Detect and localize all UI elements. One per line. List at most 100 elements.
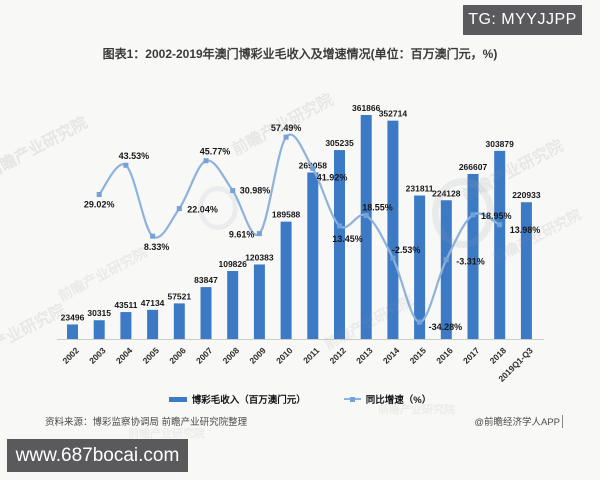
bar-2006 xyxy=(173,303,185,339)
bar-value-label-2014: 352714 xyxy=(379,109,408,119)
bar-2011 xyxy=(307,172,319,339)
bar-value-label-2005: 47134 xyxy=(141,298,165,308)
growth-marker-2005 xyxy=(150,233,156,239)
x-tick-2003: 2003 xyxy=(87,345,108,366)
bar-value-label-2009: 120383 xyxy=(245,252,274,262)
growth-value-label-2006: 22.04% xyxy=(187,205,218,215)
growth-marker-2004 xyxy=(123,162,129,168)
x-tick-2018: 2018 xyxy=(488,345,509,366)
bar-2012 xyxy=(334,150,345,339)
growth-marker-2012 xyxy=(337,223,342,229)
x-tick-2014: 2014 xyxy=(381,345,402,366)
bar-2010 xyxy=(280,221,292,339)
growth-value-label-2008: 30.98% xyxy=(240,186,271,196)
growth-marker-2003 xyxy=(96,191,102,197)
x-tick-2015: 2015 xyxy=(408,345,429,366)
bar-series-label: 博彩毛收入（百万澳门元） xyxy=(191,395,306,406)
growth-marker-2017 xyxy=(470,212,476,218)
growth-marker-2007 xyxy=(203,158,209,164)
x-tick-2005: 2005 xyxy=(141,345,162,366)
bar-2009 xyxy=(253,264,265,339)
x-tick-2007: 2007 xyxy=(194,345,215,366)
x-tick-2016: 2016 xyxy=(434,345,455,366)
growth-marker-2016 xyxy=(443,257,449,263)
chart-title: 图表1：2002-2019年澳门博彩业毛收入及增速情况(单位：百万澳门元，%) xyxy=(102,47,498,61)
bar-value-label-2016: 224128 xyxy=(432,188,461,198)
growth-marker-2013 xyxy=(363,213,369,219)
bar-2003 xyxy=(93,320,105,339)
growth-value-label-2003: 29.02% xyxy=(84,199,115,209)
x-tick-2008: 2008 xyxy=(221,345,242,366)
growth-value-label-2005: 8.33% xyxy=(144,242,170,252)
telegram-badge: TG: MYYJJPP xyxy=(463,5,582,35)
legend-item-growth: 同比增速（%） xyxy=(343,392,432,406)
legend: 博彩毛收入（百万澳门元） 同比增速（%） xyxy=(0,392,600,406)
legend-item-revenue: 博彩毛收入（百万澳门元） xyxy=(168,392,306,406)
growth-marker-2010 xyxy=(283,134,289,140)
bar-2017 xyxy=(467,173,479,339)
bar-2019Q1-Q3 xyxy=(520,202,532,339)
x-tick-2002: 2002 xyxy=(60,345,81,366)
bar-value-label-2008: 109826 xyxy=(219,259,248,269)
growth-value-label-2018: 13.98% xyxy=(510,225,541,235)
growth-value-label-2017: 18.95% xyxy=(481,211,512,221)
growth-value-label-2010: 57.49% xyxy=(271,123,302,133)
bar-2015 xyxy=(414,195,426,339)
bar-2014 xyxy=(387,120,399,339)
bar-value-label-2019Q1-Q3: 220933 xyxy=(512,190,541,200)
x-tick-2009: 2009 xyxy=(247,345,268,366)
bar-2018 xyxy=(494,150,506,339)
x-tick-2006: 2006 xyxy=(167,345,188,366)
x-tick-2013: 2013 xyxy=(354,345,375,366)
growth-value-label-2007: 45.77% xyxy=(200,147,231,157)
bar-series-swatch-icon xyxy=(168,396,187,402)
bar-2002 xyxy=(67,324,78,339)
bar-value-label-2011: 269058 xyxy=(299,160,328,170)
growth-value-label-2015: -34.28% xyxy=(429,322,463,332)
growth-value-label-2013: 18.55% xyxy=(362,203,393,213)
credit: @前瞻经济学人APP xyxy=(474,417,560,428)
bar-2013 xyxy=(360,115,372,339)
growth-line xyxy=(98,133,501,324)
bar-value-label-2017: 266607 xyxy=(459,162,488,172)
bar-value-label-2018: 303879 xyxy=(486,139,515,149)
growth-marker-2009 xyxy=(256,231,262,237)
footer-row: 资料来源：博彩监察协调局 前瞻产业研究院整理 @前瞻经济学人APP xyxy=(45,414,563,428)
website-badge: www.687bocai.com xyxy=(7,439,188,472)
bar-value-label-2013: 361866 xyxy=(352,103,381,113)
bar-2016 xyxy=(440,200,452,339)
bar-value-label-2003: 30315 xyxy=(87,308,111,318)
bar-2005 xyxy=(147,309,159,339)
bar-2004 xyxy=(120,312,132,339)
credit-wrap: @前瞻经济学人APP xyxy=(474,414,563,428)
bar-value-label-2007: 83847 xyxy=(194,275,218,285)
x-tick-2011: 2011 xyxy=(301,345,321,365)
bar-value-label-2015: 231811 xyxy=(406,184,434,194)
bar-value-label-2012: 305235 xyxy=(325,138,354,148)
growth-value-label-2009: 9.61% xyxy=(229,230,255,240)
growth-marker-2018 xyxy=(497,222,503,228)
growth-value-label-2014: -2.53% xyxy=(392,245,421,255)
growth-marker-2015 xyxy=(417,319,423,325)
data-source: 资料来源：博彩监察协调局 前瞻产业研究院整理 xyxy=(45,417,248,428)
growth-value-label-2012: 13.45% xyxy=(332,234,363,244)
bar-2008 xyxy=(227,271,239,339)
bar-2007 xyxy=(200,287,212,339)
growth-marker-2006 xyxy=(176,206,182,212)
growth-value-label-2011: 41.92% xyxy=(317,172,348,182)
growth-marker-2008 xyxy=(230,188,236,194)
line-marker-swatch-icon xyxy=(349,396,355,402)
growth-marker-2011 xyxy=(310,165,316,171)
line-series-label: 同比增速（%） xyxy=(365,395,432,406)
cursor-line xyxy=(562,414,563,428)
line-series-swatch-icon xyxy=(343,396,361,402)
growth-marker-2014 xyxy=(390,255,396,261)
growth-value-label-2004: 43.53% xyxy=(119,151,150,161)
x-tick-2012: 2012 xyxy=(327,345,348,366)
x-tick-2004: 2004 xyxy=(114,345,135,366)
bar-value-label-2002: 23496 xyxy=(61,312,85,322)
bar-value-label-2010: 189588 xyxy=(272,210,301,220)
